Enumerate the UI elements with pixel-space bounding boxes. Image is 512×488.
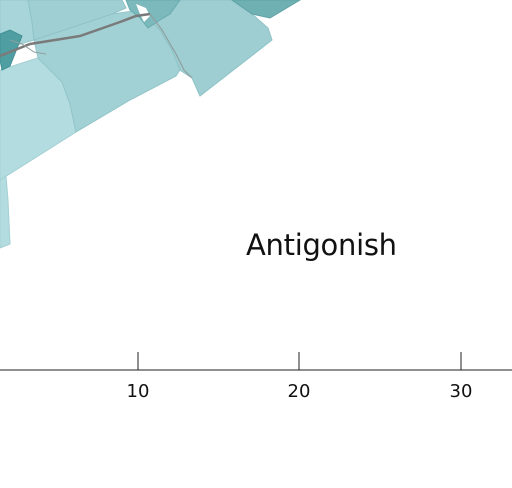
region-east xyxy=(139,0,273,97)
harbour-water xyxy=(136,4,150,22)
scale-bar-label-20: 20 xyxy=(287,381,311,402)
region-north xyxy=(27,0,127,41)
scale-bar-label-10: 10 xyxy=(126,381,150,402)
region-coastal-dark xyxy=(0,29,23,71)
scale-bar-label-30: 30 xyxy=(449,381,473,402)
place-label-antigonish: Antigonish xyxy=(246,228,397,262)
secondary-road-west xyxy=(9,39,47,55)
region-west-lower xyxy=(0,175,11,249)
secondary-road xyxy=(149,13,193,79)
region-northeast xyxy=(231,0,301,19)
